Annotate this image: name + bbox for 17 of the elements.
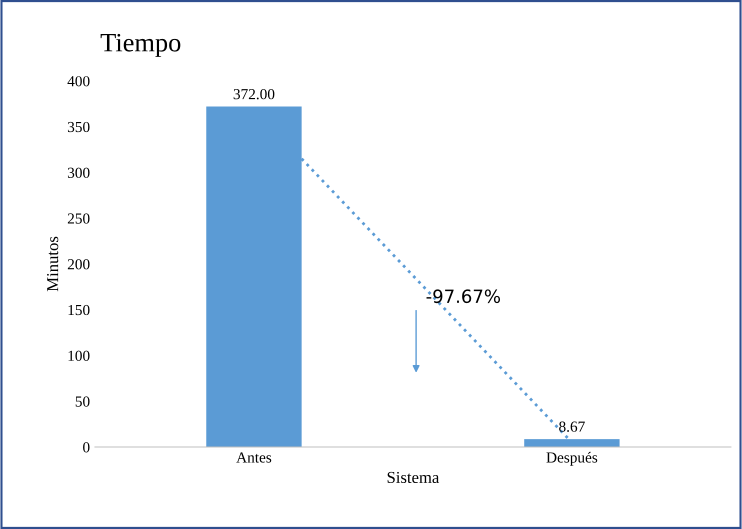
y-tick-label: 100: [68, 350, 90, 361]
data-label: 8.67: [559, 421, 585, 432]
x-axis-title: Sistema: [388, 472, 440, 484]
y-tick-label: 250: [68, 213, 90, 224]
y-tick-label: 350: [68, 122, 90, 132]
y-tick-label: 0: [83, 442, 90, 452]
x-tick-label: Después: [546, 452, 598, 466]
chart-title: Tiempo: [100, 34, 180, 57]
y-tick-label: 400: [67, 76, 90, 86]
y-axis-title: Minutos: [47, 236, 58, 292]
x-tick-label: Antes: [236, 452, 272, 463]
data-label: 372.00: [234, 88, 274, 100]
y-tick-label: 300: [68, 168, 90, 178]
y-tick-label: 150: [68, 304, 90, 316]
y-tick-label: 50: [76, 396, 90, 407]
annotation: -97.67%: [426, 289, 500, 304]
y-tick-label: 200: [68, 259, 90, 270]
